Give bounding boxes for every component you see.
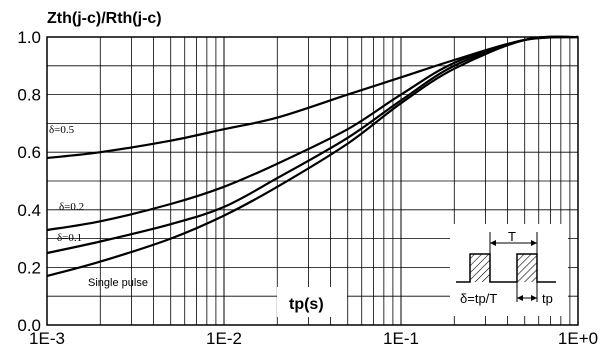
series-lines [46, 35, 579, 278]
y-axis-title: Zth(j-c)/Rth(j-c) [47, 10, 162, 27]
x-tick-label: 1E-1 [383, 329, 419, 346]
x-tick-label: 1E+0 [558, 329, 598, 346]
annotation-delta-0-5: δ=0.5 [49, 124, 75, 136]
inset-T-label: T [508, 229, 516, 244]
x-tick-label: 1E-3 [29, 329, 65, 346]
x-axis-title: tp(s) [289, 296, 324, 313]
inset-pulse-1-hatch [470, 254, 490, 282]
inset-T-arrow-left [490, 240, 496, 246]
annotation-delta-0-1: δ=0.1 [57, 232, 82, 244]
inset-tp-label: tp [542, 291, 553, 306]
y-tick-label: 1.0 [17, 28, 41, 47]
series-line [46, 35, 579, 232]
y-tick-label: 0.6 [17, 143, 41, 162]
series-line [46, 35, 579, 255]
inset-tp-arrow-right [531, 295, 537, 301]
x-tick-labels: 1E-3 1E-2 1E-1 1E+0 [29, 329, 598, 346]
y-tick-label: 0.8 [17, 86, 41, 105]
y-tick-label: 0.4 [17, 201, 41, 220]
plot-frame [46, 36, 579, 326]
x-axis-title-box: tp(s) [277, 287, 347, 317]
inset-pulse-2-hatch [517, 254, 537, 282]
inset-duty-formula: δ=tp/T [460, 291, 497, 306]
annotation-delta-0-2: δ=0.2 [59, 201, 84, 213]
annotation-single-pulse: Single pulse [88, 277, 148, 289]
inset-tp-arrow-left [517, 295, 523, 301]
inset-pulse-waveform [456, 253, 556, 283]
y-tick-labels: 0.0 0.2 0.4 0.6 0.8 1.0 [17, 28, 41, 335]
x-tick-label: 1E-2 [206, 329, 242, 346]
series-line [46, 35, 579, 160]
pulse-inset: T δ=tp/T tp [450, 224, 568, 316]
series-line [46, 35, 579, 278]
y-tick-label: 0.2 [17, 258, 41, 277]
inset-T-arrow-right [531, 240, 537, 246]
y-tick-label: 0.0 [17, 316, 41, 335]
